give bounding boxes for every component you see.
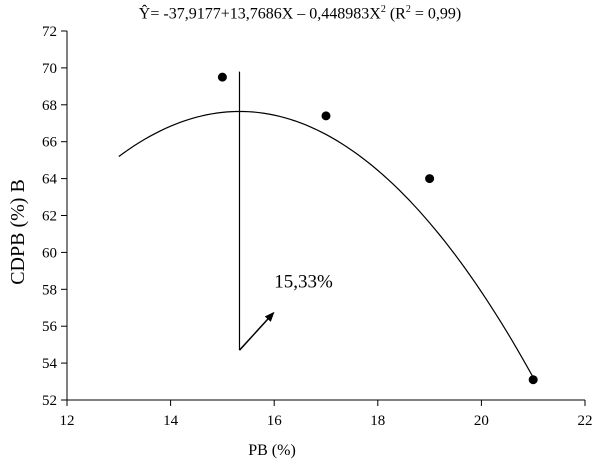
y-tick-label: 68 bbox=[42, 98, 57, 114]
optimum-label: 15,33% bbox=[274, 271, 333, 292]
r-squared-suffix: = 0,99) bbox=[410, 5, 462, 23]
y-tick-label: 62 bbox=[42, 209, 57, 225]
data-point bbox=[321, 111, 331, 121]
x-axis-title: PB (%) bbox=[248, 442, 296, 459]
x-tick-label: 16 bbox=[267, 413, 283, 429]
y-tick-label: 70 bbox=[42, 61, 57, 77]
x-tick-label: 14 bbox=[163, 413, 179, 429]
x-tick-label: 12 bbox=[60, 413, 75, 429]
r-squared-prefix: (R bbox=[385, 5, 406, 23]
equation-text: Ŷ= -37,9177+13,7686X – 0,448983X bbox=[138, 5, 381, 23]
y-tick-label: 58 bbox=[42, 282, 57, 298]
curve-layer bbox=[118, 110, 534, 378]
x-tick-label: 20 bbox=[474, 413, 489, 429]
x-tick-label: 22 bbox=[578, 413, 593, 429]
annotation-layer: 15,33% bbox=[238, 71, 333, 351]
y-tick-label: 52 bbox=[42, 393, 57, 409]
chart-title: Ŷ= -37,9177+13,7686X – 0,448983X2 (R2 = … bbox=[0, 4, 600, 23]
y-tick-label: 56 bbox=[42, 319, 58, 335]
y-tick-label: 54 bbox=[42, 356, 58, 372]
data-point bbox=[425, 174, 435, 184]
regression-curve bbox=[118, 110, 534, 378]
r-squared-exponent: 2 bbox=[405, 4, 411, 15]
y-tick-label: 72 bbox=[42, 24, 57, 40]
equation-exponent: 2 bbox=[380, 4, 386, 15]
y-tick-label: 66 bbox=[42, 135, 58, 151]
y-tick-label: 64 bbox=[42, 172, 58, 188]
optimum-arrow bbox=[238, 311, 275, 351]
points-layer bbox=[217, 72, 538, 385]
y-tick-label: 60 bbox=[42, 245, 57, 261]
ticks: 12 14 16 18 20 22 52 54 56 58 60 62 64 66 68 70 72 bbox=[42, 24, 593, 429]
axes bbox=[66, 31, 585, 401]
data-point bbox=[528, 375, 538, 385]
y-axis-title: CDPB (%) B bbox=[7, 179, 29, 285]
data-point bbox=[217, 72, 227, 82]
x-tick-label: 18 bbox=[370, 413, 385, 429]
